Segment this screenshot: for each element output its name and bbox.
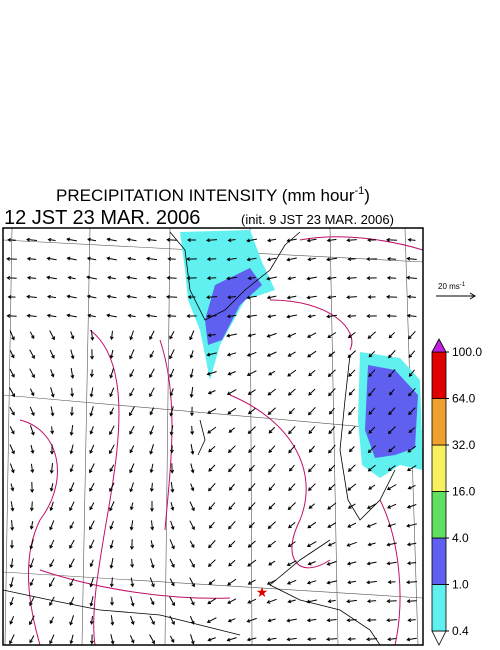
colorbar-label: 1.0	[452, 578, 469, 592]
colorbar-over	[431, 338, 447, 353]
vector-scale-arrow	[436, 292, 476, 300]
colorbar-segment	[431, 351, 447, 399]
colorbar-under	[431, 630, 447, 646]
colorbar-label: 16.0	[452, 485, 476, 499]
contours	[19, 236, 423, 645]
map-frame	[2, 227, 424, 646]
valid-time: 12 JST 23 MAR. 2006	[4, 207, 200, 229]
precipitation	[180, 230, 423, 478]
map: ★	[3, 228, 423, 645]
colorbar-label: 0.4	[452, 624, 469, 638]
coastline	[3, 231, 396, 645]
vector-scale-exponent: -1	[460, 282, 466, 288]
title-close: )	[364, 186, 370, 205]
init-time: (init. 9 JST 23 MAR. 2006)	[241, 212, 394, 227]
colorbar-label: 4.0	[452, 531, 469, 545]
colorbar-label: 32.0	[452, 438, 476, 452]
location-star: ★	[256, 584, 269, 600]
colorbar-label: 64.0	[452, 392, 476, 406]
vector-scale-text: 20 ms	[438, 282, 460, 291]
colorbar-segment	[431, 444, 447, 492]
colorbar-label: 100.0	[452, 345, 482, 359]
colorbar: 0.4 1.0 4.0 16.0 32.0 64.0 100.0	[431, 338, 482, 646]
wind-vectors	[6, 237, 418, 645]
title: PRECIPITATION INTENSITY (mm hour-1)	[56, 185, 370, 205]
colorbar-segment	[431, 584, 447, 632]
colorbar-segment	[431, 537, 447, 585]
colorbar-segment	[431, 398, 447, 446]
title-text: PRECIPITATION INTENSITY (mm hour	[56, 186, 355, 205]
title-exponent: -1	[355, 185, 365, 197]
vector-scale-label: 20 ms-1	[438, 282, 466, 291]
colorbar-segment	[431, 491, 447, 539]
